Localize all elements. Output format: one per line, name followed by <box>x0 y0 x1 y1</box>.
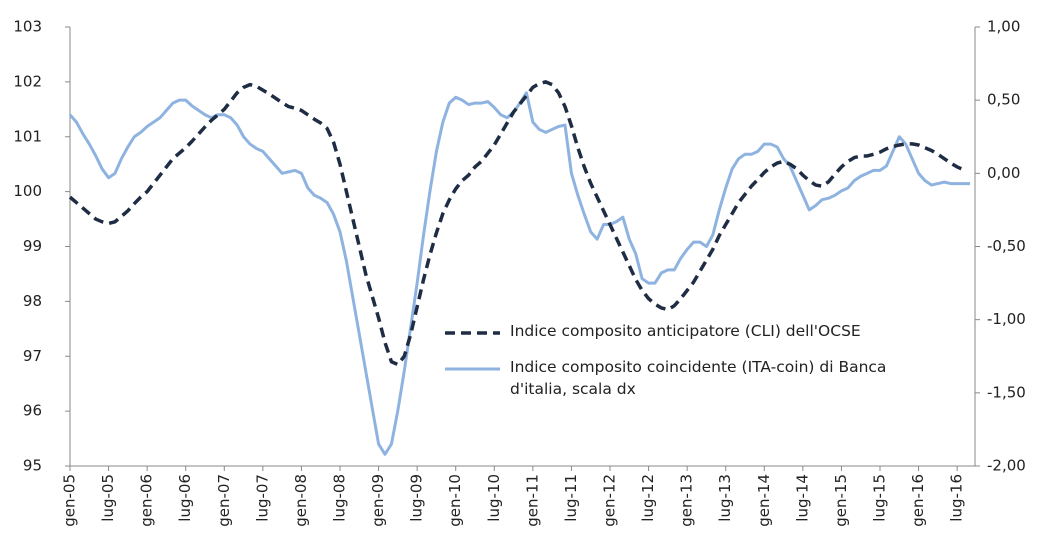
x-tick-label: lug-08 <box>331 474 349 522</box>
x-tick-label: lug-06 <box>176 474 194 522</box>
y-tick-label: 101 <box>13 127 42 145</box>
y-tick-label: 102 <box>13 72 42 90</box>
y-tick-label: 97 <box>23 347 42 365</box>
legend: Indice composito anticipatore (CLI) dell… <box>445 320 925 414</box>
y-tick-label: 100 <box>13 182 42 200</box>
x-tick-label: gen-16 <box>909 474 927 527</box>
x-tick-label: gen-07 <box>215 474 233 527</box>
legend-entry: Indice composito anticipatore (CLI) dell… <box>445 320 925 342</box>
legend-label: Indice composito anticipatore (CLI) dell… <box>510 322 861 340</box>
x-tick-label: lug-07 <box>253 474 271 522</box>
y-tick-label: 99 <box>23 237 42 255</box>
y-tick-label: 98 <box>23 292 42 310</box>
x-tick-label: lug-15 <box>871 474 889 522</box>
x-tick-label: gen-12 <box>601 474 619 527</box>
y2-tick-label: 1,00 <box>987 18 1020 36</box>
legend-swatch <box>445 331 500 335</box>
legend-entry: Indice composito coincidente (ITA-coin) … <box>445 356 925 400</box>
y2-tick-label: 0,50 <box>987 91 1020 109</box>
legend-swatch <box>445 367 500 371</box>
x-tick-label: lug-14 <box>793 474 811 522</box>
y2-tick-label: -0,50 <box>987 237 1026 255</box>
x-tick-label: gen-14 <box>755 474 773 527</box>
x-tick-label: lug-11 <box>562 474 580 522</box>
x-tick-label: gen-10 <box>446 474 464 527</box>
x-tick-label: gen-13 <box>678 474 696 527</box>
x-tick-label: gen-09 <box>369 474 387 527</box>
y2-tick-label: -1,00 <box>987 310 1026 328</box>
y2-tick-label: 0,00 <box>987 164 1020 182</box>
x-tick-label: lug-05 <box>99 474 117 522</box>
y-tick-label: 96 <box>23 402 42 420</box>
x-tick-label: lug-09 <box>408 474 426 522</box>
y2-tick-label: -1,50 <box>987 383 1026 401</box>
x-tick-label: gen-06 <box>138 474 156 527</box>
x-tick-label: lug-12 <box>639 474 657 522</box>
y-tick-label: 95 <box>23 457 42 475</box>
x-tick-label: gen-08 <box>292 474 310 527</box>
x-tick-label: lug-16 <box>948 474 966 522</box>
y2-tick-label: -2,00 <box>987 457 1026 475</box>
y-tick-label: 103 <box>13 18 42 36</box>
x-tick-label: gen-11 <box>523 474 541 527</box>
legend-label: Indice composito coincidente (ITA-coin) … <box>510 358 887 398</box>
x-tick-label: lug-13 <box>716 474 734 522</box>
x-tick-label: gen-15 <box>832 474 850 527</box>
x-tick-label: gen-05 <box>61 474 79 527</box>
series-line <box>68 80 965 367</box>
x-tick-label: lug-10 <box>485 474 503 522</box>
